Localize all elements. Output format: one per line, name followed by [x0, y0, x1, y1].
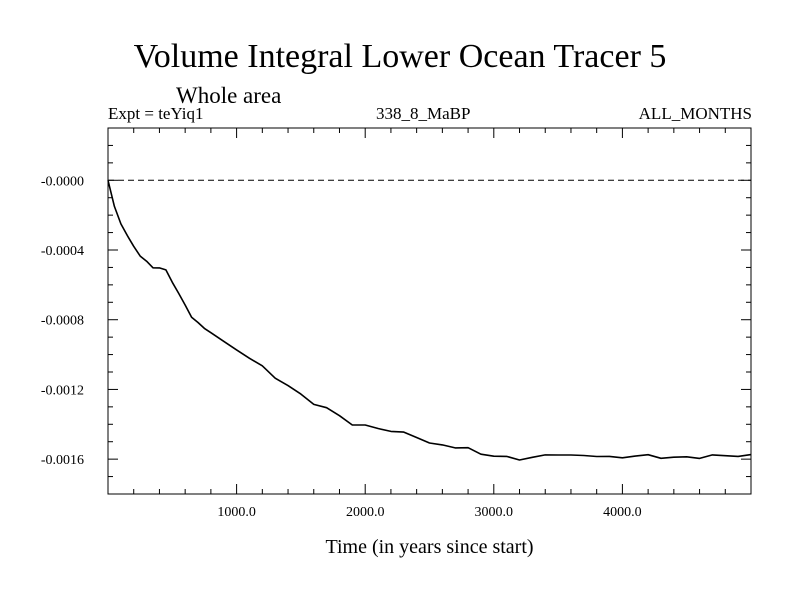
y-tick-label: -0.0004	[41, 244, 84, 259]
months-label: ALL_MONTHS	[638, 104, 752, 123]
plot-frame	[107, 127, 752, 495]
x-tick-label: 1000.0	[217, 505, 256, 520]
x-tick-label: 3000.0	[475, 505, 514, 520]
tracer-series-line	[107, 180, 752, 461]
x-axis-label: Time (in years since start)	[325, 536, 533, 558]
experiment-label: Expt = teYiq1	[108, 104, 204, 123]
y-tick-label: -0.0008	[41, 314, 84, 329]
x-tick-label: 2000.0	[346, 505, 385, 520]
axis-ticks	[108, 128, 751, 494]
period-label: 338_8_MaBP	[376, 104, 471, 123]
y-tick-label: -0.0000	[41, 174, 84, 189]
x-tick-label: 4000.0	[603, 505, 642, 520]
tick-labels: 1000.0 2000.0 3000.0 4000.0 -0.0000 -0.0004 -0…	[41, 174, 642, 520]
y-tick-label: -0.0016	[41, 453, 84, 468]
chart-subtitle: Whole area	[176, 83, 282, 108]
y-tick-label: -0.0012	[41, 383, 84, 398]
chart-title: Volume Integral Lower Ocean Tracer 5	[133, 38, 667, 75]
